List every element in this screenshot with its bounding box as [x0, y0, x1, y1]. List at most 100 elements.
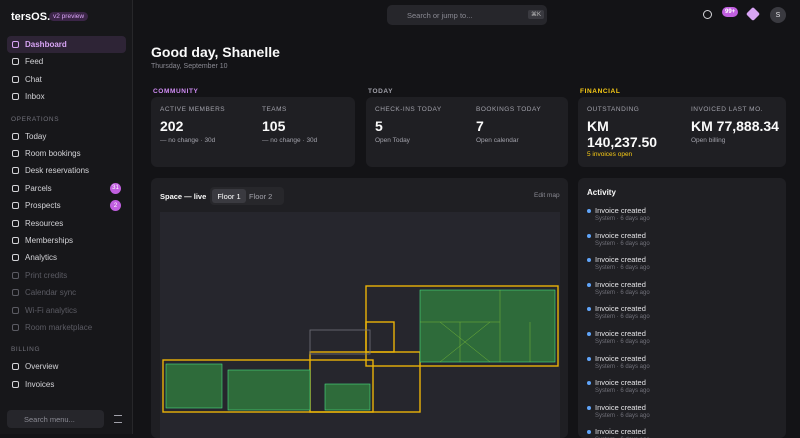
nav-label: Chat [25, 74, 42, 84]
nav-item[interactable]: Dashboard [7, 36, 126, 53]
nav-item[interactable]: Feed [7, 53, 126, 70]
nav-item[interactable]: Analytics [7, 249, 126, 266]
global-search[interactable]: Search or jump to... [387, 5, 547, 25]
nav-item[interactable]: Desk reservations [7, 162, 126, 179]
stat-card: CHECK-INS TODAY 5 Open Today BOOKINGS TODAY… [366, 97, 568, 167]
nav-item[interactable]: Prospects 2 [7, 197, 126, 214]
activity-dot [587, 381, 591, 386]
nav-item[interactable]: Overview [7, 358, 126, 375]
menu-settings-icon[interactable] [114, 415, 122, 423]
activity-event[interactable]: Invoice created [595, 402, 646, 412]
edit-map[interactable]: Edit map [534, 192, 560, 199]
stat-note[interactable]: Open Today [375, 137, 410, 144]
stat-note: — no change · 30d [160, 137, 216, 144]
stat-value: KM 140,237.50 [587, 118, 658, 150]
nav-item[interactable]: Parcels 31 [7, 180, 126, 197]
walls [162, 285, 559, 413]
activity-event[interactable]: Invoice created [595, 329, 646, 338]
nav-label: Desk reservations [25, 166, 90, 176]
nav-item[interactable]: Room bookings [7, 145, 126, 162]
activity-dot [587, 356, 591, 361]
activity-dot [587, 405, 591, 410]
menu-search[interactable]: Search menu... [7, 410, 104, 428]
nav-item[interactable]: Inbox [7, 88, 126, 105]
stat-value: 105 [262, 118, 286, 134]
nav-badge: 31 [110, 182, 121, 194]
stat-name: CHECK-INS TODAY [375, 106, 442, 113]
nav-item[interactable]: Room marketplace [7, 319, 126, 336]
notifications[interactable]: 99+ [722, 7, 739, 17]
nav-icon [12, 219, 19, 227]
activity-event[interactable]: Invoice created [595, 378, 646, 388]
stat-value: 202 [160, 118, 184, 134]
rooms [165, 289, 556, 411]
spark-icon[interactable] [745, 6, 761, 22]
stat-name: TEAMS [262, 106, 287, 113]
nav-label: Resources [25, 218, 64, 228]
nav-label: Calendar sync [25, 288, 77, 298]
version-badge: v2 preview [49, 12, 89, 21]
stat-note[interactable]: Open billing [691, 137, 726, 144]
activity-event[interactable]: Invoice created [595, 206, 646, 215]
nav-label: Parcels [25, 183, 52, 193]
activity-event[interactable]: Invoice created [595, 255, 646, 265]
floor-tab[interactable]: Floor 2 [249, 192, 273, 201]
greeting: Good day, Shanelle [151, 44, 280, 60]
nav-item[interactable]: Resources [7, 215, 126, 232]
activity-event[interactable]: Invoice created [595, 304, 646, 314]
activity-event[interactable]: Invoice created [595, 230, 646, 240]
stat-note[interactable]: 5 invoices open [587, 151, 633, 158]
activity-meta: System · 6 days ago [595, 240, 650, 247]
nav-item[interactable]: Calendar sync [7, 284, 126, 301]
nav-label: Feed [25, 57, 44, 67]
nav-icon [12, 202, 19, 210]
nav-label: Analytics [25, 253, 58, 263]
card-label: FINANCIAL [580, 88, 621, 95]
nav-icon [12, 237, 19, 244]
stat-card: OUTSTANDING KM 140,237.50 5 invoices open I… [578, 97, 786, 167]
stat-name: ACTIVE MEMBERS [160, 106, 226, 113]
nav-icon [12, 93, 19, 101]
nav-item[interactable]: Invoices [7, 376, 126, 393]
nav-label: Room marketplace [25, 323, 93, 332]
stat-name: OUTSTANDING [587, 106, 640, 113]
shortcut: ⌘K [528, 10, 545, 19]
brand[interactable]: tersOS. [11, 11, 51, 23]
stat-value: 5 [375, 118, 383, 134]
activity-meta: System · 6 days ago [595, 289, 650, 296]
nav-label: Dashboard [25, 40, 67, 49]
activity-event[interactable]: Invoice created [595, 279, 646, 289]
nav-icon [12, 254, 19, 262]
nav-label: Prospects [25, 201, 61, 211]
map-panel: Space — live Floor 1 Floor 2 Edit map [151, 178, 568, 438]
nav-icon [12, 184, 19, 192]
nav-item[interactable]: Today [7, 128, 126, 145]
nav-item[interactable]: Wi-Fi analytics [7, 302, 126, 319]
stat-note: — no change · 30d [262, 137, 318, 144]
floor-tab[interactable]: Floor 1 [212, 189, 246, 203]
stat-value: 7 [476, 118, 484, 134]
nav-icon [12, 58, 19, 66]
activity-dot [587, 233, 591, 238]
activity-dot [587, 307, 591, 312]
activity-dot [587, 209, 591, 213]
avatar[interactable]: S [770, 7, 786, 23]
activity-dot [587, 258, 591, 263]
topbar: Search or jump to... ⌘K 99+ S [133, 0, 800, 30]
activity-panel: Activity Invoice created System · 6 days … [578, 178, 786, 438]
theme-toggle[interactable] [703, 10, 712, 19]
nav-item[interactable]: Chat [7, 71, 126, 88]
nav-label: Memberships [25, 236, 74, 245]
nav-icon [12, 150, 19, 157]
activity-event[interactable]: Invoice created [595, 427, 646, 437]
nav-item[interactable]: Print credits [7, 267, 126, 284]
nav-item[interactable]: Memberships [7, 232, 126, 249]
activity-event[interactable]: Invoice created [595, 353, 646, 363]
activity-meta: System · 6 days ago [595, 265, 650, 272]
nav-icon [12, 41, 19, 48]
nav-label: Print credits [25, 270, 68, 280]
stat-card: ACTIVE MEMBERS 202 — no change · 30d TEAMS 1… [151, 97, 355, 167]
stat-note[interactable]: Open calendar [476, 137, 519, 144]
stat-name: BOOKINGS TODAY [476, 106, 542, 113]
nav-icon [12, 306, 19, 314]
